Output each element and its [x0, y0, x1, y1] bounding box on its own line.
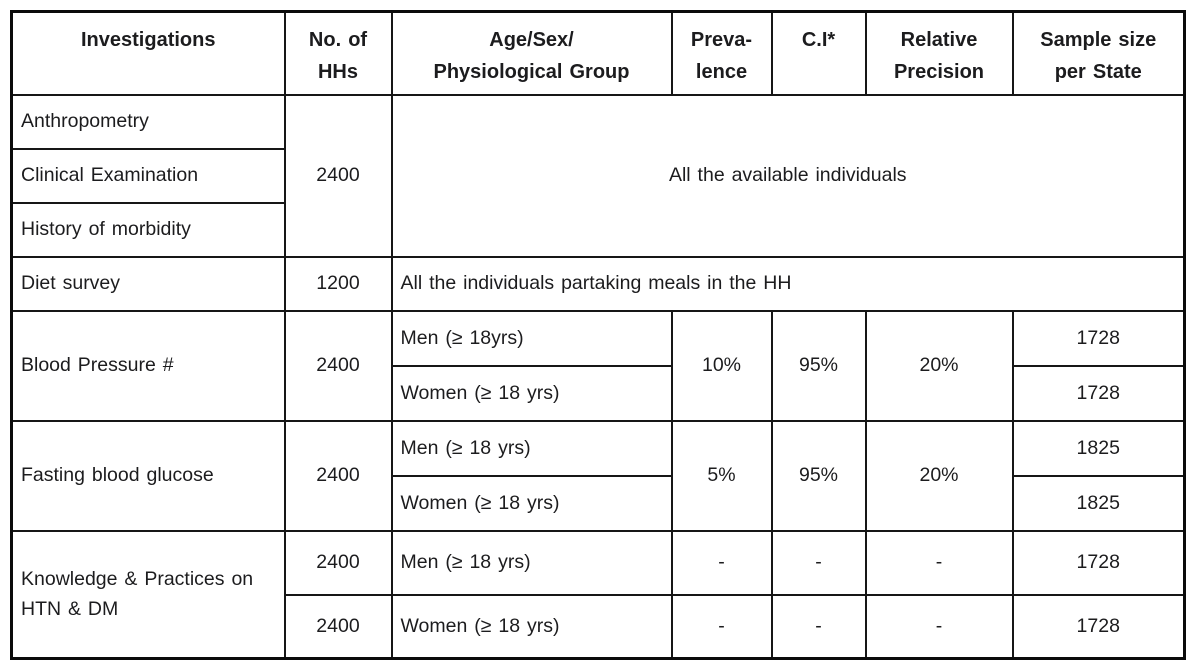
- cell-sample-bp-men: 1728: [1011, 309, 1186, 367]
- cell-group-fg-men: Men (≥ 18 yrs): [390, 419, 673, 477]
- cell-rp-kp-men: -: [864, 529, 1014, 596]
- cell-hhs-fasting-glucose: 2400: [283, 419, 393, 532]
- table-row-fasting-glucose-men: Fasting blood glucose 2400 Men (≥ 18 yrs…: [10, 419, 1186, 532]
- cell-prevalence-kp-men: -: [670, 529, 773, 596]
- cell-investigation-history-of-morbidity: History of morbidity: [10, 201, 286, 258]
- cell-rp-fg: 20%: [864, 419, 1014, 532]
- cell-hhs-knowledge-women: 2400: [283, 593, 393, 660]
- cell-prevalence-bp: 10%: [670, 309, 773, 422]
- cell-note-partaking-meals: All the individuals partaking meals in t…: [390, 255, 1186, 312]
- cell-hhs-diet-survey: 1200: [283, 255, 393, 312]
- cell-rp-bp: 20%: [864, 309, 1014, 422]
- cell-ci-bp: 95%: [770, 309, 867, 422]
- cell-investigation-fasting-glucose: Fasting blood glucose: [10, 419, 286, 532]
- cell-investigation-blood-pressure: Blood Pressure #: [10, 309, 286, 422]
- cell-investigation-clinical-examination: Clinical Examination: [10, 147, 286, 204]
- cell-prevalence-fg: 5%: [670, 419, 773, 532]
- cell-ci-kp-men: -: [770, 529, 867, 596]
- cell-sample-kp-men: 1728: [1011, 529, 1186, 596]
- cell-sample-kp-women: 1728: [1011, 593, 1186, 660]
- header-age-sex-group: Age/Sex/ Physiological Group: [390, 10, 673, 96]
- cell-sample-fg-men: 1825: [1011, 419, 1186, 477]
- table-row-fasting-glucose-women: Women (≥ 18 yrs) 1825: [12, 474, 1186, 532]
- cell-hhs-knowledge-men: 2400: [283, 529, 393, 596]
- header-row: Investigations No. of HHs Age/Sex/ Physi…: [10, 10, 1186, 96]
- cell-sample-bp-women: 1728: [1011, 364, 1186, 422]
- table-row-clinical-examination: Clinical Examination: [10, 147, 1185, 204]
- table-row-anthropometry: Anthropometry 2400 All the available ind…: [10, 93, 1186, 258]
- table-row-knowledge-men: Knowledge & Practices on HTN & DM 2400 M…: [10, 529, 1186, 660]
- cell-prevalence-kp-women: -: [670, 593, 773, 660]
- cell-hhs-anthropometry-group: 2400: [283, 93, 393, 258]
- cell-investigation-diet-survey: Diet survey: [10, 255, 286, 312]
- cell-ci-kp-women: -: [770, 593, 867, 660]
- cell-note-all-available-individuals: All the available individuals: [390, 93, 1186, 258]
- header-relative-precision: Relative Precision: [864, 10, 1014, 96]
- table-row-knowledge-women: 2400 Women (≥ 18 yrs) - - - 1728: [12, 593, 1186, 660]
- table-row-blood-pressure-women: Women (≥ 18 yrs) 1728: [12, 364, 1186, 422]
- header-prevalence: Preva- lence: [670, 10, 773, 96]
- cell-ci-fg: 95%: [770, 419, 867, 532]
- header-investigations: Investigations: [10, 10, 286, 96]
- table-row-blood-pressure-men: Blood Pressure # 2400 Men (≥ 18yrs) 10% …: [10, 309, 1186, 422]
- cell-group-bp-women: Women (≥ 18 yrs): [390, 364, 673, 422]
- header-ci: C.I*: [770, 10, 867, 96]
- cell-investigation-knowledge-practices: Knowledge & Practices on HTN & DM: [10, 529, 286, 660]
- cell-rp-kp-women: -: [864, 593, 1014, 660]
- cell-investigation-anthropometry: Anthropometry: [10, 93, 286, 150]
- header-sample-size: Sample size per State: [1011, 10, 1186, 96]
- cell-group-kp-women: Women (≥ 18 yrs): [390, 593, 673, 660]
- sampling-design-table: Investigations No. of HHs Age/Sex/ Physi…: [10, 10, 1186, 660]
- table-row-diet-survey: Diet survey 1200 All the individuals par…: [10, 255, 1186, 312]
- table-row-history-of-morbidity: History of morbidity: [10, 201, 1185, 258]
- cell-sample-fg-women: 1825: [1011, 474, 1186, 532]
- header-no-of-hhs: No. of HHs: [283, 10, 393, 96]
- cell-group-kp-men: Men (≥ 18 yrs): [390, 529, 673, 596]
- cell-group-fg-women: Women (≥ 18 yrs): [390, 474, 673, 532]
- cell-group-bp-men: Men (≥ 18yrs): [390, 309, 673, 367]
- cell-hhs-blood-pressure: 2400: [283, 309, 393, 422]
